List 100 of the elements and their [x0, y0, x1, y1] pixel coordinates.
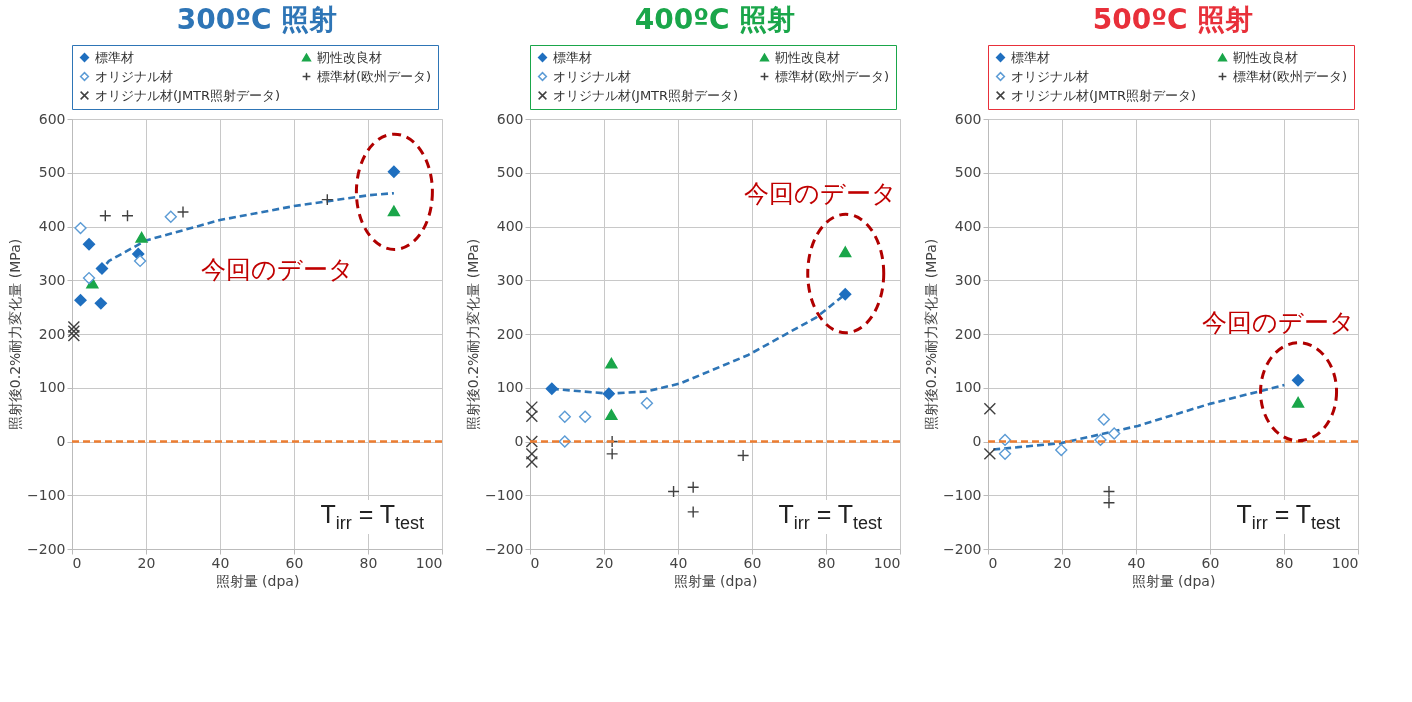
legend-label: オリジナル材	[95, 68, 173, 84]
y-tick-label: 300	[496, 271, 524, 288]
point	[135, 231, 148, 243]
point	[176, 205, 190, 219]
point	[1291, 396, 1305, 408]
point	[95, 262, 109, 275]
annotation: 今回のデータ	[1201, 306, 1355, 338]
annotation: 今回のデータ	[743, 178, 897, 210]
y-tick-label: 400	[38, 218, 66, 234]
x-tick-label: 100	[1331, 554, 1359, 571]
y-tick-label: 100	[38, 379, 66, 396]
x-tick-label: 60	[285, 554, 304, 571]
legend-label: オリジナル材(JMTR照射データ)	[1011, 87, 1197, 103]
point	[1291, 374, 1305, 387]
point	[640, 397, 654, 410]
x-tick-label: 100	[415, 554, 443, 571]
x-tick-label: 20	[1053, 554, 1072, 571]
point	[94, 297, 108, 310]
y-tick-label: 0	[56, 433, 66, 449]
x-tick-label: 0	[72, 554, 82, 571]
point	[545, 382, 559, 395]
point	[983, 402, 997, 415]
point	[525, 435, 539, 448]
point	[67, 325, 81, 338]
point	[99, 209, 112, 222]
y-tick-label: 500	[954, 164, 982, 181]
point	[525, 400, 539, 414]
y-tick-label: −200	[485, 540, 524, 557]
y-tick-label: 100	[954, 379, 982, 396]
annotation: T$_{irr}$ = T$_{test}$	[320, 499, 425, 534]
point	[1107, 427, 1121, 440]
legend-label: 標準材	[1011, 49, 1050, 65]
point	[1102, 485, 1116, 498]
y-tick-label: 100	[496, 379, 524, 396]
y-tick-label: 400	[496, 218, 524, 234]
chart-title: 500ºC 照射	[1092, 2, 1254, 36]
point	[1097, 413, 1110, 426]
x-tick-label: 80	[817, 554, 836, 571]
y-tick-label: 500	[38, 164, 66, 181]
point	[67, 320, 81, 334]
point	[387, 165, 401, 178]
point	[736, 449, 750, 462]
legend-label: オリジナル材(JMTR照射データ)	[95, 87, 281, 103]
x-tick-label: 0	[530, 554, 540, 571]
y-axis-title: 照射後0.2%耐力変化量 (MPa)	[465, 238, 482, 431]
point	[1102, 496, 1116, 509]
y-tick-label: −100	[27, 486, 66, 503]
point	[602, 387, 615, 400]
y-tick-label: 600	[954, 110, 982, 127]
y-tick-label: 300	[38, 271, 66, 288]
point	[74, 221, 87, 235]
point	[983, 447, 997, 461]
x-tick-label: 0	[988, 554, 998, 571]
point	[133, 254, 147, 268]
y-tick-label: 0	[972, 433, 982, 449]
x-tick-label: 60	[743, 554, 762, 571]
x-tick-label: 40	[211, 554, 230, 571]
x-tick-label: 20	[595, 554, 614, 571]
y-tick-label: 200	[496, 325, 524, 342]
point	[558, 410, 571, 423]
y-tick-label: 500	[496, 164, 524, 181]
point	[1055, 443, 1068, 457]
point	[686, 481, 700, 494]
annotation: 今回のデータ	[201, 254, 355, 286]
chart-title: 400ºC 照射	[634, 2, 796, 36]
point	[82, 271, 96, 285]
y-tick-label: 200	[954, 325, 982, 342]
point	[525, 455, 539, 469]
point	[387, 205, 401, 217]
legend-label: 標準材(欧州データ)	[775, 68, 890, 84]
x-axis-title: 照射量 (dpa)	[1131, 572, 1216, 589]
annotation: T$_{irr}$ = T$_{test}$	[778, 499, 883, 534]
y-tick-label: −200	[943, 540, 982, 557]
legend-label: 靭性改良材	[1233, 49, 1298, 65]
x-tick-label: 80	[1275, 554, 1294, 571]
x-tick-label: 100	[873, 554, 901, 571]
point	[605, 447, 619, 461]
legend-label: オリジナル材(JMTR照射データ)	[553, 87, 739, 103]
point	[74, 293, 87, 307]
x-tick-label: 40	[669, 554, 688, 571]
point	[839, 246, 852, 258]
annotation: T$_{irr}$ = T$_{test}$	[1236, 499, 1341, 534]
x-axis-title: 照射量 (dpa)	[673, 572, 758, 589]
legend-label: 標準材	[95, 49, 134, 65]
point	[667, 485, 680, 498]
point	[839, 288, 852, 301]
legend-label: オリジナル材	[1011, 68, 1089, 84]
legend-label: 標準材(欧州データ)	[1233, 68, 1348, 84]
y-tick-label: 0	[514, 433, 524, 449]
y-axis-title: 照射後0.2%耐力変化量 (MPa)	[923, 238, 940, 431]
point	[686, 505, 700, 519]
point	[998, 447, 1012, 461]
y-tick-label: −100	[485, 486, 524, 503]
x-tick-label: 40	[1127, 554, 1146, 571]
legend-label: オリジナル材	[553, 68, 631, 84]
point	[605, 357, 618, 369]
legend-label: 靭性改良材	[317, 49, 382, 65]
chart-title: 300ºC 照射	[176, 2, 338, 36]
point	[525, 447, 539, 461]
point	[121, 209, 134, 222]
